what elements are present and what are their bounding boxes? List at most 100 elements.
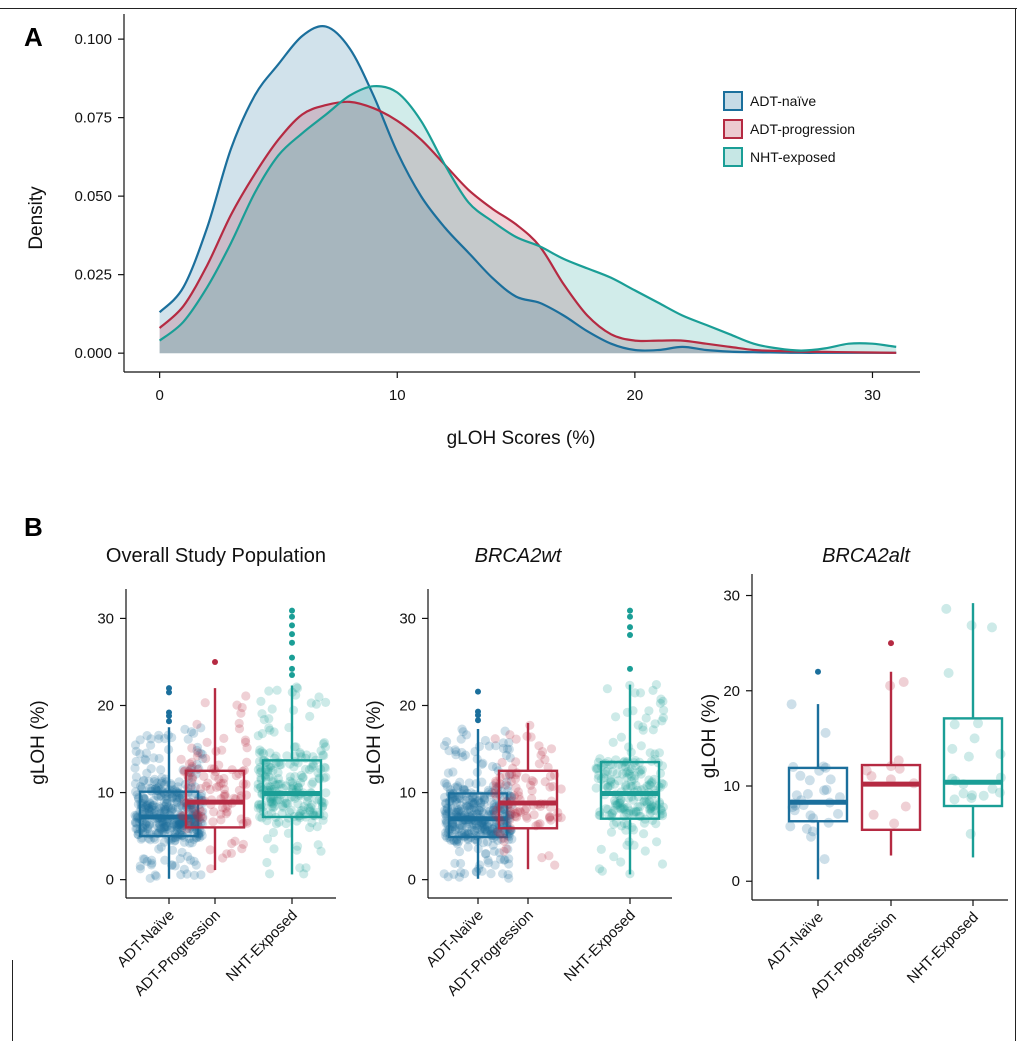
outlier-point (888, 640, 894, 647)
jitter-point (179, 837, 189, 847)
jitter-point (451, 807, 461, 817)
jitter-point (460, 785, 470, 795)
jitter-point (477, 866, 487, 876)
jitter-point (943, 668, 954, 678)
jitter-point (635, 765, 646, 776)
jitter-point (621, 782, 631, 792)
jitter-point (201, 781, 211, 791)
jitter-point (289, 762, 299, 772)
jitter-point (130, 810, 140, 820)
jitter-point (467, 793, 478, 803)
jitter-point (140, 819, 150, 829)
jitter-point (528, 777, 539, 787)
y-axis-title: gLOH (%) (28, 700, 49, 784)
jitter-point (154, 730, 164, 740)
jitter-point (149, 777, 159, 787)
jitter-point (135, 864, 145, 874)
jitter-point (491, 828, 501, 838)
jitter-point (635, 802, 645, 812)
jitter-point (471, 820, 482, 831)
density-x-tick-label: 0 (155, 387, 163, 404)
outlier-point (475, 708, 481, 715)
jitter-point (489, 806, 499, 816)
jitter-point (457, 823, 467, 833)
jitter-point (502, 777, 512, 787)
jitter-point (268, 799, 278, 809)
jitter-point (221, 803, 231, 813)
jitter-point (169, 819, 179, 829)
jitter-point (299, 869, 309, 879)
jitter-point (194, 812, 204, 823)
x-tick-label: ADT-Progression (131, 907, 224, 1000)
legend-swatch-nht-exposed (723, 147, 743, 167)
jitter-point (242, 743, 252, 753)
jitter-point (443, 872, 453, 882)
jitter-point (987, 783, 998, 794)
jitter-point (319, 750, 329, 761)
jitter-point (144, 776, 154, 786)
figure-frame-left (12, 960, 13, 1041)
jitter-point (133, 792, 143, 803)
jitter-point (481, 849, 491, 859)
jitter-point (448, 793, 458, 803)
outlier-point (289, 607, 295, 614)
jitter-point (270, 780, 280, 790)
jitter-point (264, 686, 274, 696)
jitter-point (478, 821, 488, 831)
jitter-point (294, 782, 304, 793)
jitter-point (150, 774, 160, 785)
jitter-point (546, 744, 557, 754)
jitter-point (214, 760, 224, 770)
jitter-point (453, 805, 463, 815)
jitter-point (472, 809, 483, 819)
x-tick-label: NHT-Exposed (904, 909, 982, 987)
jitter-point (205, 784, 215, 795)
jitter-point (189, 805, 199, 815)
jitter-point (969, 733, 980, 744)
jitter-point (621, 780, 631, 790)
jitter-point (973, 718, 983, 729)
outlier-point (289, 639, 295, 646)
jitter-point (527, 775, 537, 786)
y-tick-label: 0 (106, 872, 114, 889)
jitter-point (656, 694, 666, 704)
jitter-point (140, 794, 150, 804)
jitter-point (510, 811, 520, 822)
jitter-point (200, 698, 210, 708)
jitter-point (440, 792, 450, 803)
jitter-point (138, 776, 149, 786)
jitter-point (143, 800, 153, 810)
jitter-point (292, 683, 303, 693)
jitter-point (161, 799, 172, 809)
jitter-point (186, 727, 196, 737)
jitter-point (658, 802, 668, 812)
jitter-point (285, 759, 295, 769)
jitter-point (646, 804, 656, 814)
jitter-point (469, 825, 479, 836)
jitter-point (242, 757, 252, 767)
jitter-point (211, 782, 222, 793)
density-legend: ADT-naïve ADT-progression NHT-exposed (723, 91, 855, 167)
jitter-point (177, 818, 187, 828)
jitter-point (511, 783, 521, 793)
jitter-point (267, 797, 277, 807)
jitter-point (657, 811, 668, 821)
jitter-point (818, 761, 829, 772)
jitter-point (613, 799, 623, 809)
density-y-ticks: 0.000 0.025 0.050 0.075 0.100 (74, 31, 124, 362)
jitter-point (263, 765, 273, 775)
jitter-point (454, 807, 464, 817)
jitter-point (148, 800, 159, 811)
jitter-point (292, 845, 302, 855)
jitter-point (154, 781, 164, 792)
jitter-point (288, 780, 298, 791)
jitter-point (949, 719, 960, 730)
jitter-point (487, 798, 497, 808)
jitter-point (481, 849, 491, 859)
jitter-point (142, 801, 153, 811)
jitter-point (513, 787, 524, 797)
jitter-point (140, 755, 151, 765)
legend-label-adt-na-ve: ADT-naïve (750, 93, 816, 109)
jitter-point (189, 870, 199, 880)
jitter-point (545, 782, 555, 792)
